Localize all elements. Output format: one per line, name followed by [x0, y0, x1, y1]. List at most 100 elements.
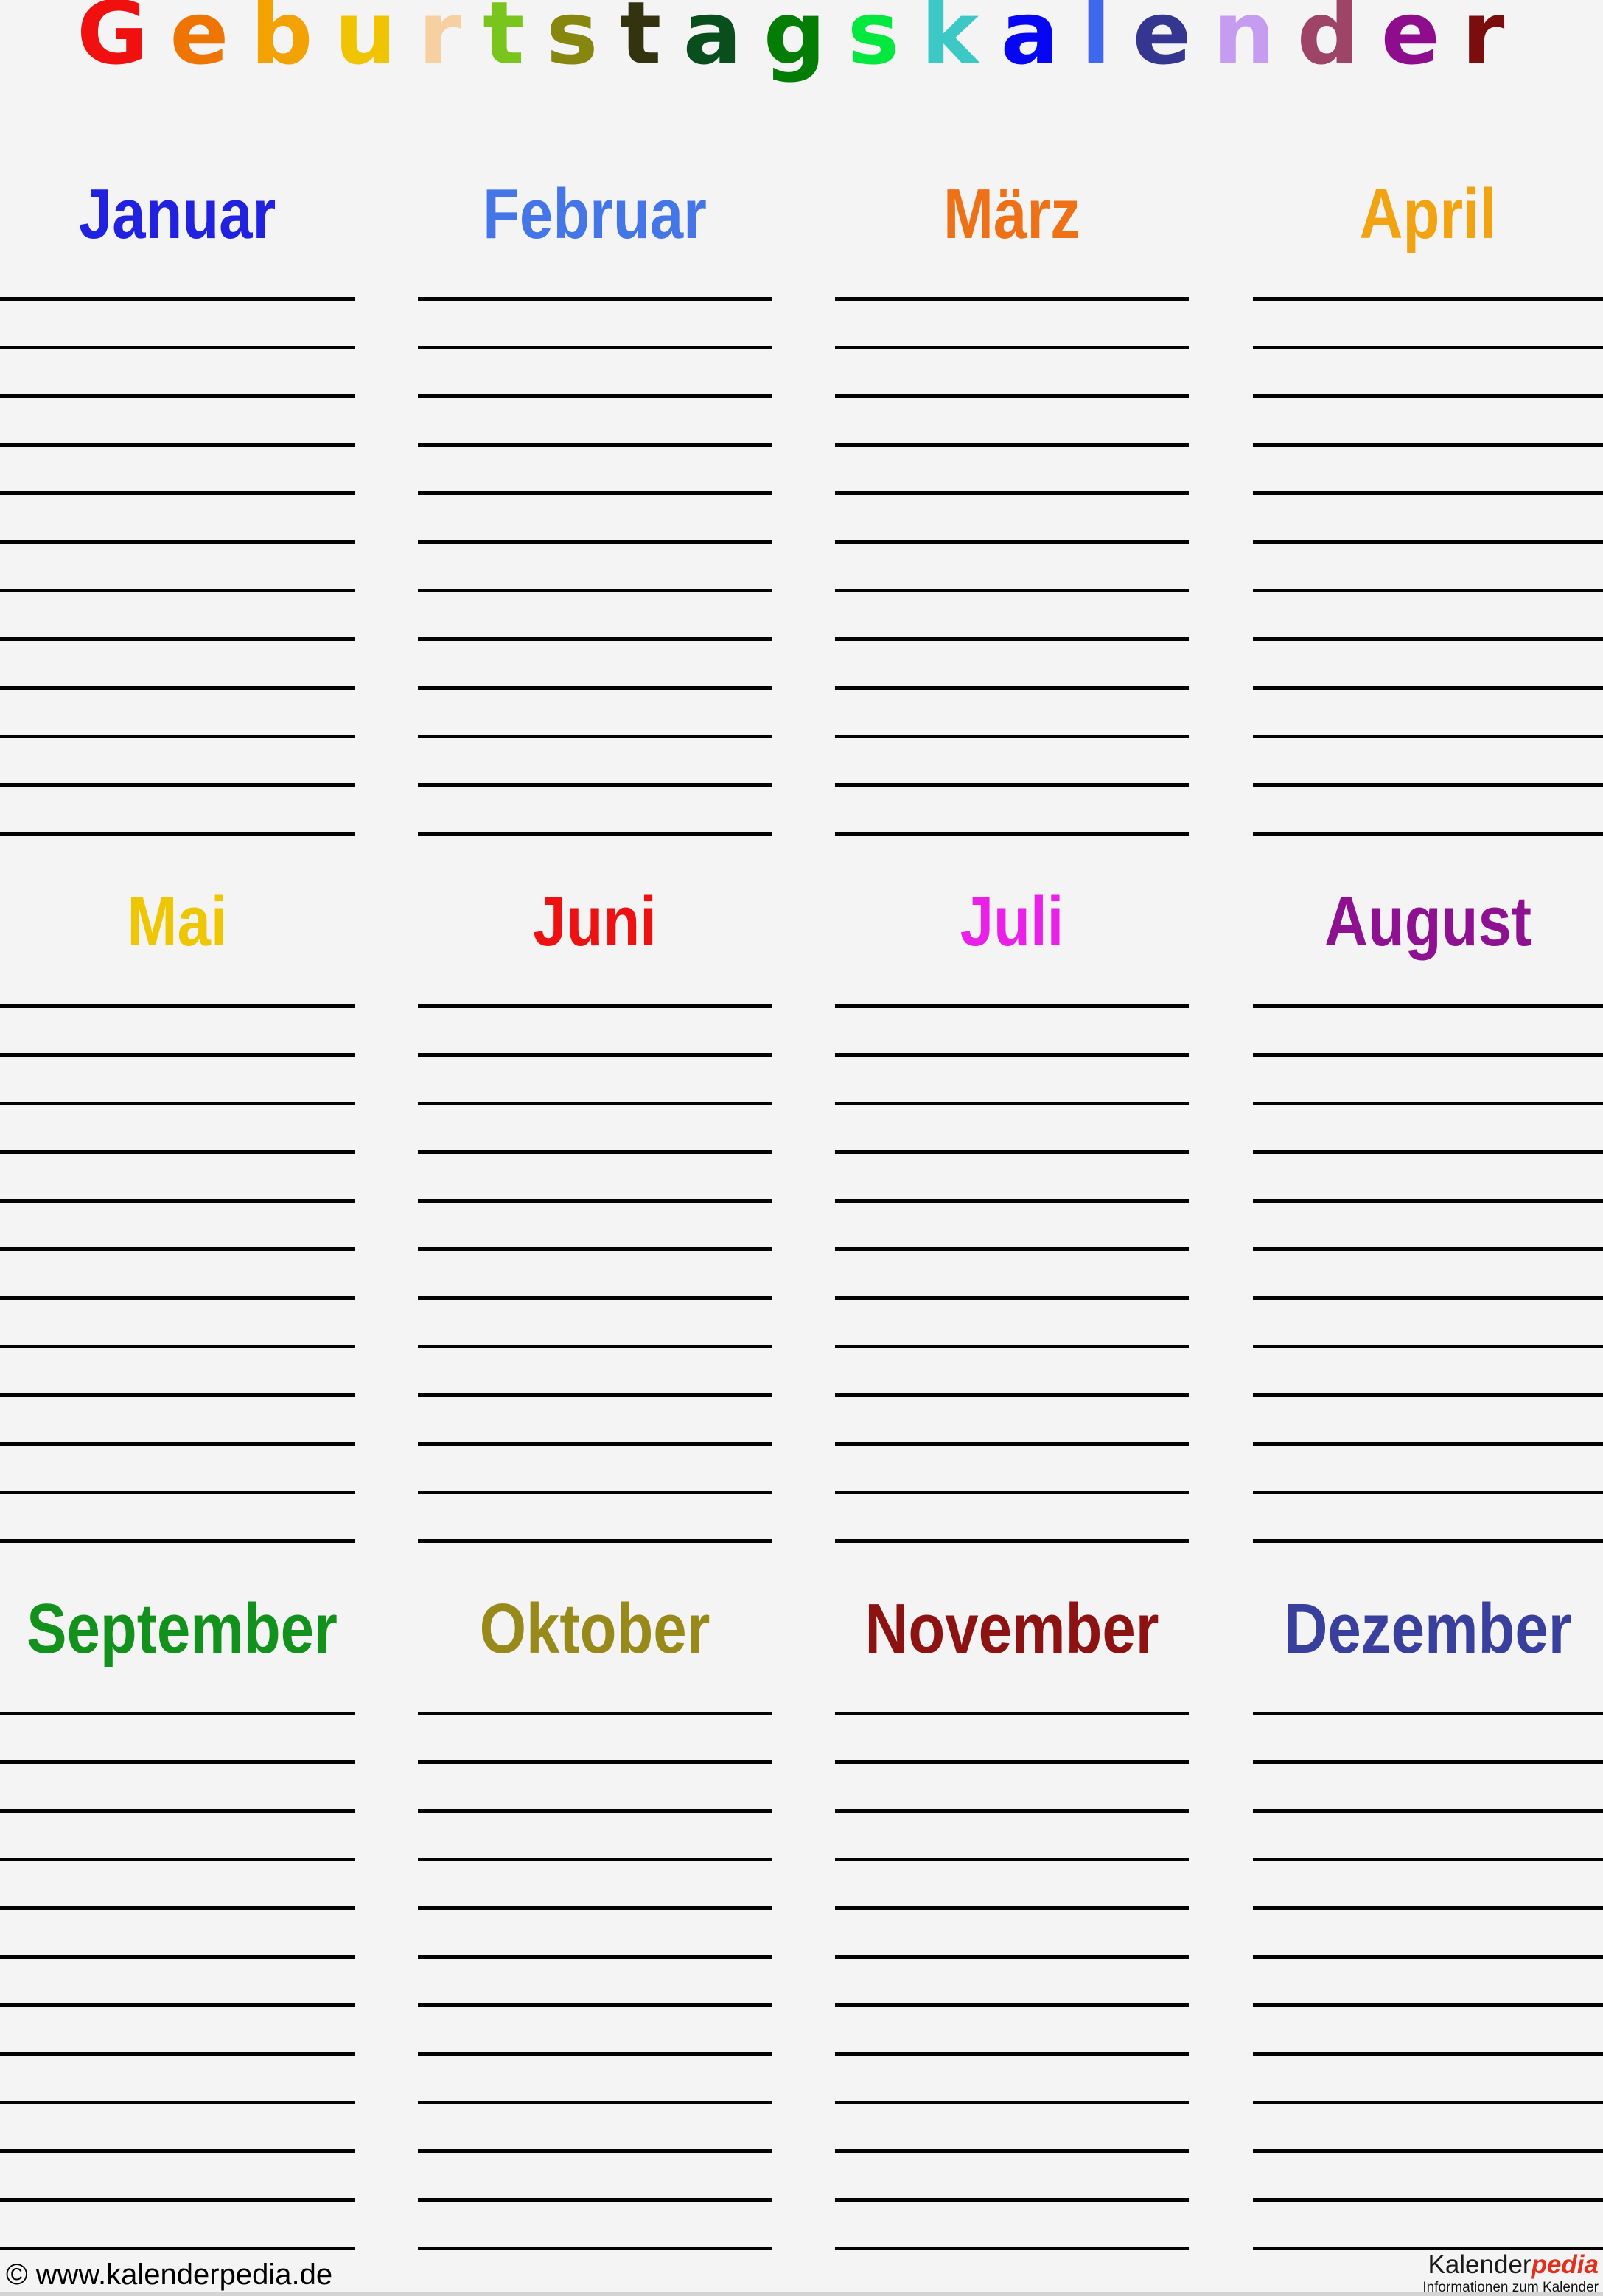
ruled-line	[418, 346, 772, 349]
ruled-line	[418, 1955, 772, 1959]
ruled-line	[418, 1345, 772, 1348]
ruled-line	[1253, 1539, 1603, 1543]
title-letter: G	[77, 0, 170, 84]
ruled-line	[0, 735, 355, 738]
ruled-line	[835, 1004, 1189, 1008]
ruled-line	[0, 2003, 355, 2007]
ruled-line	[418, 1442, 772, 1446]
ruled-line	[418, 297, 772, 301]
ruled-line	[1253, 1345, 1603, 1348]
ruled-line	[835, 1858, 1189, 1861]
ruled-line	[418, 1004, 772, 1008]
ruled-line	[1253, 1809, 1603, 1813]
ruled-line	[835, 1102, 1189, 1105]
ruled-line	[1253, 2003, 1603, 2007]
ruled-line	[1253, 1102, 1603, 1105]
ruled-line	[835, 1712, 1189, 1715]
month-title: Mai	[127, 882, 228, 961]
ruled-line	[0, 1760, 355, 1764]
ruled-line	[0, 589, 355, 592]
ruled-line	[1253, 1442, 1603, 1446]
ruled-line	[835, 1150, 1189, 1154]
kalenderpedia-logo[interactable]: Kalenderpedia Informationen zum Kalender	[1422, 2250, 1599, 2295]
ruled-line	[418, 1393, 772, 1397]
ruled-line	[418, 2101, 772, 2104]
ruled-line	[835, 1809, 1189, 1813]
ruled-line	[1253, 2149, 1603, 2153]
ruled-line	[0, 1345, 355, 1348]
ruled-line	[418, 1858, 772, 1861]
copyright-link[interactable]: © www.kalenderpedia.de	[6, 2258, 333, 2291]
title-letter: s	[847, 0, 921, 84]
ruled-line	[418, 1760, 772, 1764]
ruled-line	[1253, 1053, 1603, 1057]
title-letter: b	[250, 0, 335, 84]
ruled-line	[835, 491, 1189, 495]
ruled-line	[1253, 346, 1603, 349]
title-letter: a	[682, 0, 764, 84]
month-section-dezember: Dezember	[1253, 1589, 1603, 2250]
ruled-line	[1253, 1491, 1603, 1494]
ruled-line	[418, 1199, 772, 1203]
ruled-line	[835, 832, 1189, 836]
ruled-line	[835, 2247, 1189, 2250]
ruled-line	[418, 1809, 772, 1813]
ruled-line	[0, 2101, 355, 2104]
ruled-line	[835, 2101, 1189, 2104]
ruled-line	[835, 2198, 1189, 2202]
ruled-line	[0, 2149, 355, 2153]
ruled-line	[418, 2198, 772, 2202]
ruled-line	[418, 1247, 772, 1251]
ruled-line	[0, 1199, 355, 1203]
ruled-line	[1253, 1906, 1603, 1910]
month-title: Juni	[533, 882, 657, 961]
ruled-line	[418, 2247, 772, 2250]
ruled-line	[418, 1053, 772, 1057]
ruled-line	[0, 1004, 355, 1008]
ruled-line	[0, 1442, 355, 1446]
ruled-line	[1253, 2247, 1603, 2250]
ruled-line	[1253, 1296, 1603, 1300]
title-letter: u	[334, 0, 419, 84]
ruled-line	[1253, 1858, 1603, 1861]
month-section-juni: Juni	[418, 881, 772, 1543]
title-letter: t	[483, 0, 547, 84]
ruled-line	[1253, 1199, 1603, 1203]
birthday-lines	[1253, 1712, 1603, 2250]
ruled-line	[418, 686, 772, 690]
month-title: Januar	[78, 175, 276, 253]
ruled-line	[835, 1760, 1189, 1764]
ruled-line	[0, 346, 355, 349]
logo-text-black: Kalender	[1428, 2250, 1532, 2279]
ruled-line	[418, 443, 772, 447]
ruled-line	[835, 1053, 1189, 1057]
month-title: April	[1359, 175, 1497, 253]
ruled-line	[835, 1539, 1189, 1543]
birthday-lines	[835, 297, 1189, 836]
ruled-line	[1253, 1712, 1603, 1715]
ruled-line	[1253, 2052, 1603, 2056]
ruled-line	[418, 1491, 772, 1494]
ruled-line	[1253, 1150, 1603, 1154]
title-letter: e	[1132, 0, 1214, 84]
ruled-line	[835, 735, 1189, 738]
month-section-november: November	[835, 1589, 1189, 2250]
ruled-line	[835, 2052, 1189, 2056]
logo-tagline: Informationen zum Kalender	[1422, 2280, 1599, 2295]
ruled-line	[418, 1906, 772, 1910]
month-title: September	[27, 1589, 338, 1668]
month-title: Februar	[483, 175, 707, 253]
ruled-line	[835, 1296, 1189, 1300]
ruled-line	[835, 443, 1189, 447]
ruled-line	[1253, 2198, 1603, 2202]
ruled-line	[1253, 297, 1603, 301]
ruled-line	[0, 1906, 355, 1910]
ruled-line	[418, 832, 772, 836]
ruled-line	[418, 735, 772, 738]
ruled-line	[1253, 783, 1603, 787]
ruled-line	[418, 540, 772, 544]
ruled-line	[835, 1906, 1189, 1910]
title-letter: s	[546, 0, 620, 84]
